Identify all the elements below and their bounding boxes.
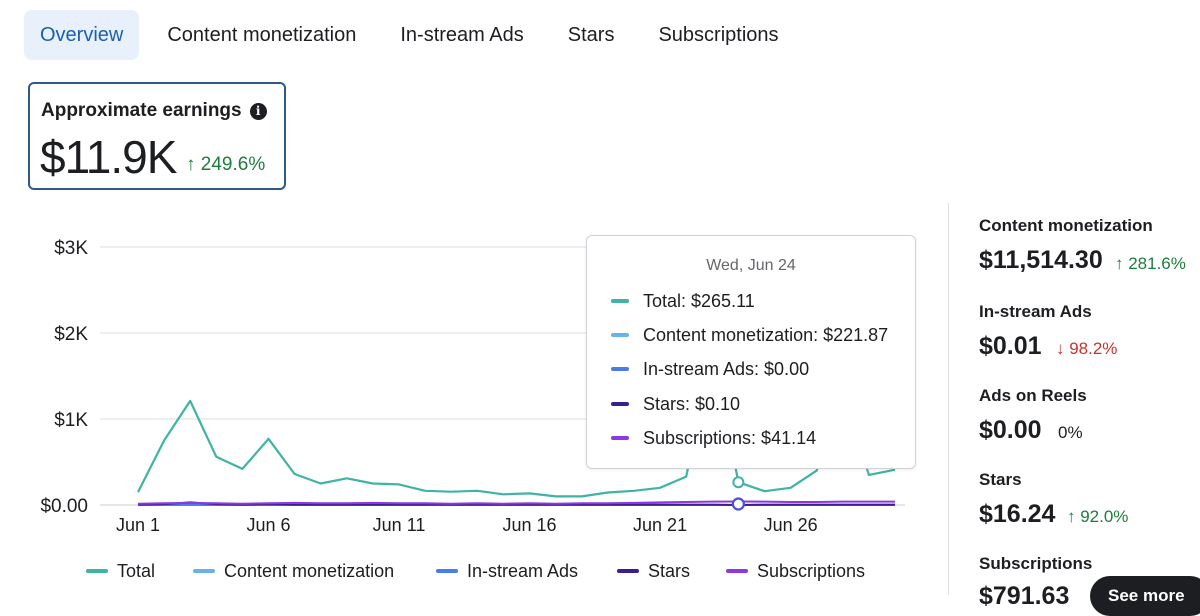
panel-divider [948, 203, 949, 595]
tab-bar: Overview Content monetization In-stream … [24, 10, 807, 60]
tooltip-subscriptions-text: Subscriptions: $41.14 [643, 427, 817, 448]
metric-label-stars: Stars [979, 470, 1022, 489]
tab-subscriptions[interactable]: Subscriptions [658, 23, 779, 46]
total-swatch [611, 299, 629, 303]
y-tick-label: $0.00 [40, 496, 88, 517]
metric-change-stars: ↑ 92.0% [1067, 507, 1129, 526]
x-tick-label: Jun 21 [633, 515, 687, 535]
legend-label[interactable]: In-stream Ads [467, 561, 578, 581]
earnings-title: Approximate earnings [41, 100, 242, 121]
base-point-marker [731, 497, 745, 511]
stars-swatch [611, 402, 629, 406]
tab-in-stream-ads[interactable]: In-stream Ads [400, 23, 524, 46]
legend-label[interactable]: Total [117, 561, 155, 581]
tab-stars[interactable]: Stars [567, 23, 615, 46]
x-tick-label: Jun 11 [373, 515, 426, 535]
legend-label[interactable]: Content monetization [224, 561, 394, 581]
legend-label[interactable]: Subscriptions [757, 561, 865, 581]
metric-change-content-monetization: ↑ 281.6% [1115, 254, 1186, 273]
metric-value-subscriptions: $791.63 [979, 582, 1070, 610]
tooltip-content-monetization-text: Content monetization: $221.87 [643, 324, 889, 345]
tooltip-in-stream-ads-text: In-stream Ads: $0.00 [643, 358, 810, 379]
earnings-title-row: Approximate earnings i [41, 100, 267, 122]
approximate-earnings-card[interactable]: Approximate earnings i $11.9K ↑ 249.6% [28, 82, 286, 190]
chart-series [137, 349, 896, 506]
earnings-line-chart: $3K$2K$1K$0.00 Jun 1 Jun 6 Jun 11 Jun 16 Jun… [40, 238, 905, 581]
tooltip-row-subscriptions: Subscriptions: $41.14 [611, 426, 816, 450]
legend-label[interactable]: Stars [648, 561, 690, 581]
metric-label-content-monetization: Content monetization [979, 216, 1153, 235]
see-more-button[interactable]: See more [1090, 576, 1200, 616]
x-tick-label: Jun 16 [503, 515, 557, 535]
series-line-total [137, 349, 896, 498]
x-tick-label: Jun 26 [764, 515, 818, 535]
metric-value-stars: $16.24 [979, 500, 1056, 528]
y-tick-label: $3K [54, 238, 88, 259]
chart-tooltip: Wed, Jun 24 Total: $265.11 Content monet… [586, 235, 916, 469]
series-line-subscriptions [137, 500, 895, 505]
x-tick-label: Jun 1 [116, 515, 160, 535]
total-point-marker [732, 476, 745, 489]
tooltip-row-total: Total: $265.11 [611, 289, 755, 313]
x-axis-ticks: Jun 1 Jun 6 Jun 11 Jun 16 Jun 21 Jun 26 [116, 515, 818, 535]
y-tick-label: $2K [54, 324, 88, 345]
metric-change-ads-on-reels: 0% [1058, 423, 1083, 442]
metric-label-subscriptions: Subscriptions [979, 554, 1093, 573]
tooltip-row-in-stream-ads: In-stream Ads: $0.00 [611, 357, 809, 381]
tab-content-monetization[interactable]: Content monetization [167, 23, 357, 46]
hover-markers [731, 476, 745, 511]
tooltip-date: Wed, Jun 24 [706, 257, 796, 274]
earnings-change: ↑ 249.6% [186, 154, 266, 175]
metric-value-ads-on-reels: $0.00 [979, 416, 1042, 444]
metric-change-in-stream-ads: ↓ 98.2% [1056, 339, 1118, 358]
tab-overview[interactable]: Overview [24, 10, 140, 60]
info-icon[interactable]: i [249, 102, 267, 120]
subscriptions-swatch [611, 436, 629, 440]
x-tick-label: Jun 6 [246, 515, 290, 535]
in-stream-ads-swatch [611, 367, 629, 371]
metric-value-content-monetization: $11,514.30 [979, 246, 1103, 274]
y-tick-label: $1K [54, 410, 88, 431]
tooltip-row-content-monetization: Content monetization: $221.87 [611, 323, 888, 347]
y-axis-ticks: $3K $2K $1K $0.00 [40, 238, 88, 517]
chart-legend: Total Content monetization In-stream Ads St… [86, 561, 865, 581]
metric-label-in-stream-ads: In-stream Ads [979, 302, 1092, 321]
earnings-value: $11.9K [40, 131, 177, 183]
tooltip-total-text: Total: $265.11 [643, 290, 755, 311]
metric-value-in-stream-ads: $0.01 [979, 332, 1042, 360]
content-monetization-swatch [611, 333, 629, 337]
tooltip-row-stars: Stars: $0.10 [611, 392, 740, 416]
tooltip-stars-text: Stars: $0.10 [643, 393, 741, 414]
metric-label-ads-on-reels: Ads on Reels [979, 386, 1087, 405]
